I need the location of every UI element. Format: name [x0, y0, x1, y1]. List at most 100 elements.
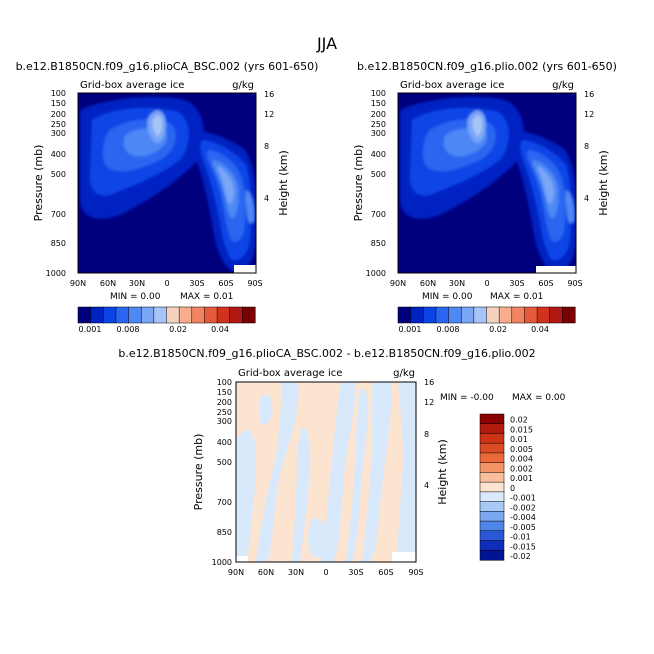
height-tick-label: 4: [584, 194, 589, 203]
y-axis-left: 100 150 200 250 300 400 500 700 850 1000…: [352, 89, 386, 278]
x-tick-label: 30S: [348, 568, 363, 577]
colorbar-swatch: [460, 306, 475, 324]
colorbar-label: 0.02: [510, 416, 528, 425]
colorbar-swatch: [242, 306, 256, 324]
colorbar-swatch: [178, 306, 193, 324]
panel-difference: b.e12.B1850CN.f09_g16.plioCA_BSC.002 - b…: [118, 347, 565, 577]
colorbar-label: 0.002: [510, 464, 533, 473]
x-axis: 90N 60N 30N 0 30S 60S 90S: [70, 279, 263, 288]
colorbar: 0.001 0.008 0.02 0.04: [397, 306, 576, 334]
x-tick-label: 60N: [420, 279, 436, 288]
y-tick-label: 250: [51, 120, 66, 129]
colorbar-swatch: [511, 306, 525, 324]
y-tick-label: 100: [371, 89, 386, 98]
height-tick-label: 16: [264, 90, 274, 99]
colorbar-label: 0.02: [489, 325, 507, 334]
colorbar-swatch: [479, 462, 505, 473]
colorbar-swatch: [115, 306, 130, 324]
colorbar-swatch: [479, 481, 505, 493]
panel-top-right: b.e12.B1850CN.f09_g16.plio.002 (yrs 601-…: [352, 60, 617, 334]
x-tick-label: 90S: [408, 568, 423, 577]
height-tick-label: 16: [584, 90, 594, 99]
colorbar-swatch: [479, 550, 505, 561]
height-tick-label: 8: [584, 142, 589, 151]
y-axis-right: 16 12 8 4 Height (km): [264, 90, 290, 216]
panel-subtitle-left: Grid-box average ice: [400, 80, 504, 91]
colorbar-label: -0.005: [510, 523, 536, 532]
colorbar-swatch: [153, 306, 168, 324]
colorbar-label: 0.01: [510, 435, 528, 444]
x-tick-label: 90N: [390, 279, 406, 288]
colorbar-swatch: [191, 306, 205, 324]
panel-title: b.e12.B1850CN.f09_g16.plioCA_BSC.002 (yr…: [16, 60, 319, 73]
x-tick-label: 30N: [129, 279, 145, 288]
colorbar-swatch: [90, 306, 104, 324]
y-axis-title: Pressure (mb): [192, 434, 205, 511]
colorbar-swatch: [479, 491, 505, 503]
y-tick-label: 100: [217, 378, 232, 387]
y-tick-label: 150: [51, 99, 66, 108]
colorbar-label: 0.004: [510, 455, 533, 464]
x-axis: 90N 60N 30N 0 30S 60S 90S: [390, 279, 583, 288]
colorbar-swatch: [479, 472, 505, 483]
contour-field: [236, 382, 416, 562]
colorbar-swatch: [140, 306, 155, 324]
y-tick-label: 850: [371, 239, 386, 248]
x-tick-label: 30N: [449, 279, 465, 288]
y-tick-label: 500: [371, 170, 386, 179]
x-tick-label: 30S: [189, 279, 204, 288]
y-tick-label: 150: [217, 388, 232, 397]
colorbar-swatch: [397, 306, 412, 324]
colorbar-swatch: [549, 306, 563, 324]
min-label: MIN = -0.00: [440, 393, 494, 403]
colorbar-swatch: [77, 306, 92, 324]
colorbar-label: -0.01: [510, 533, 531, 542]
max-label: MAX = 0.00: [512, 393, 566, 403]
colorbar-swatch: [410, 306, 424, 324]
colorbar-label: 0.04: [211, 325, 229, 334]
y-tick-label: 500: [51, 170, 66, 179]
colorbar-swatch: [524, 306, 538, 324]
panel-subtitle-left: Grid-box average ice: [80, 80, 184, 91]
colorbar-label: -0.02: [510, 552, 531, 561]
colorbar-swatch: [479, 520, 505, 532]
colorbar-swatch: [479, 501, 505, 512]
height-tick-label: 8: [424, 430, 429, 439]
colorbar-label: 0.001: [79, 325, 102, 334]
x-tick-label: 90S: [567, 279, 582, 288]
height-tick-label: 12: [584, 110, 594, 119]
y-axis-title: Pressure (mb): [32, 145, 45, 222]
y-axis-right-title: Height (km): [597, 150, 610, 216]
height-tick-label: 8: [264, 142, 269, 151]
y-tick-label: 300: [217, 417, 232, 426]
y-axis-right-title: Height (km): [277, 150, 290, 216]
panel-subtitle-left: Grid-box average ice: [238, 368, 342, 379]
y-axis-left: 100 150 200 250 300 400 500 700 850 1000…: [32, 89, 66, 278]
colorbar-label: 0.005: [510, 445, 533, 454]
panel-title: b.e12.B1850CN.f09_g16.plio.002 (yrs 601-…: [357, 60, 617, 73]
y-tick-label: 250: [371, 120, 386, 129]
colorbar-label: 0.02: [169, 325, 187, 334]
colorbar-swatch: [479, 511, 505, 522]
colorbar-label: -0.002: [510, 503, 536, 512]
x-tick-label: 90N: [70, 279, 86, 288]
y-tick-label: 250: [217, 408, 232, 417]
y-axis-left: 100 150 200 250 300 400 500 700 850 1000…: [192, 378, 232, 567]
x-tick-label: 90S: [247, 279, 262, 288]
panel-subtitle-right: g/kg: [393, 368, 415, 379]
y-tick-label: 850: [51, 239, 66, 248]
height-tick-label: 12: [264, 110, 274, 119]
colorbar-swatch: [479, 452, 505, 464]
colorbar-swatch: [498, 306, 513, 324]
colorbar-swatch: [216, 306, 231, 324]
colorbar-swatch: [479, 540, 505, 551]
max-label: MAX = 0.01: [180, 292, 233, 302]
x-tick-label: 60S: [378, 568, 393, 577]
colorbar-swatch: [479, 423, 505, 435]
min-label: MIN = 0.00: [110, 292, 161, 302]
colorbar-swatch: [103, 306, 117, 324]
y-tick-label: 200: [51, 110, 66, 119]
x-tick-label: 60N: [100, 279, 116, 288]
panel-top-left: b.e12.B1850CN.f09_g16.plioCA_BSC.002 (yr…: [16, 60, 319, 334]
panel-subtitle-right: g/kg: [552, 80, 574, 91]
